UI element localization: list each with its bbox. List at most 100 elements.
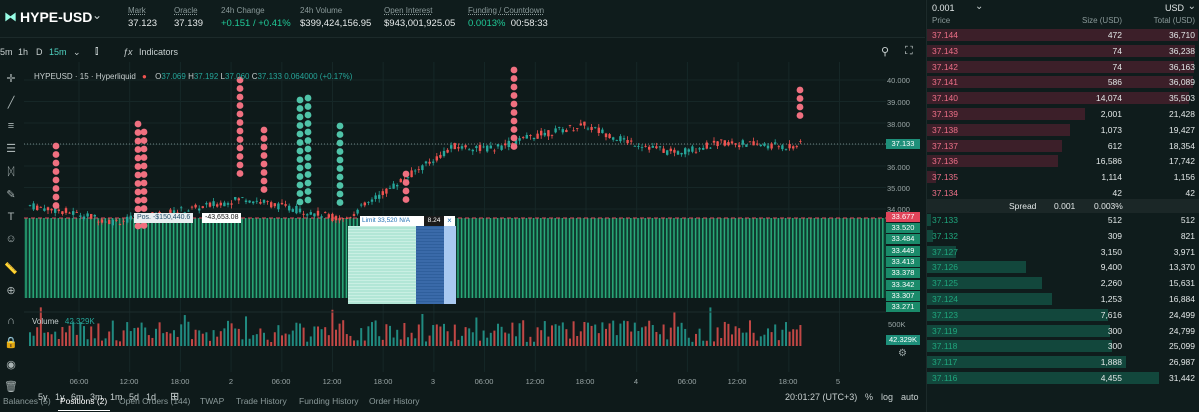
calendar-icon[interactable]: ⊞: [170, 391, 180, 403]
sell-trade-marker: [134, 205, 142, 213]
tick-size-select[interactable]: 0.001: [932, 3, 955, 13]
market-symbol[interactable]: HYPE-USD: [20, 9, 93, 25]
ladder-price-tag: 33.342: [886, 279, 920, 290]
chevron-down-icon[interactable]: ⌄: [73, 47, 81, 57]
candle-body: [360, 204, 363, 206]
bid-row[interactable]: 37.126 9,400 13,370: [927, 260, 1199, 274]
ask-row[interactable]: 37.140 14,074 35,503: [927, 91, 1199, 105]
position-value[interactable]: -43,653.08: [202, 213, 242, 223]
bid-row[interactable]: 37.118 300 25,099: [927, 339, 1199, 353]
range-5y[interactable]: 5y: [38, 392, 48, 402]
ask-row[interactable]: 37.138 1,073 19,427: [927, 123, 1199, 137]
price-tick: 39.000: [887, 98, 910, 107]
limit-order-label[interactable]: Limit 33,520 N/A: [360, 216, 424, 226]
magnet-icon[interactable]: ∩: [7, 315, 15, 327]
bid-total: 821: [1180, 230, 1195, 241]
range-1m[interactable]: 1m: [110, 392, 123, 402]
candle-body: [720, 139, 723, 141]
sell-trade-marker: [260, 143, 268, 151]
ask-row[interactable]: 37.135 1,114 1,156: [927, 170, 1199, 184]
price-scale[interactable]: 40.00039.00038.00037.00036.00035.00034.0…: [886, 62, 922, 392]
pattern-icon[interactable]: ᛞ: [7, 166, 15, 178]
chevron-down-icon[interactable]: ⌄: [92, 8, 103, 22]
price-chart[interactable]: 06:00 12:00 18:00 2 06:00 12:00 18:00 3 06:00 12:…: [24, 62, 886, 392]
range-1d[interactable]: 1d: [146, 392, 157, 402]
trash-icon[interactable]: 🗑: [4, 381, 18, 393]
chevron-down-icon[interactable]: ⌄: [1187, 1, 1196, 12]
trend-line-icon[interactable]: ╱: [7, 97, 15, 109]
bid-row[interactable]: 37.125 2,260 15,631: [927, 276, 1199, 290]
candle-body: [468, 149, 471, 151]
tab-funding-history[interactable]: Funding History: [299, 396, 359, 406]
candle-body: [32, 203, 35, 210]
eye-icon[interactable]: ◉: [6, 359, 16, 371]
sell-trade-marker: [134, 154, 142, 162]
bid-row[interactable]: 37.127 3,150 3,971: [927, 245, 1199, 259]
position-label[interactable]: Pos. -$150,440.6: [134, 213, 194, 223]
auto-toggle[interactable]: auto: [901, 392, 919, 402]
ruler-icon[interactable]: 📏: [4, 263, 18, 275]
range-5d[interactable]: 5d: [129, 392, 140, 402]
currency-select[interactable]: USD: [1164, 3, 1184, 13]
candle-type-icon[interactable]: ⫾: [95, 45, 99, 57]
zoom-icon[interactable]: ⊕: [6, 285, 16, 297]
ask-row[interactable]: 37.139 2,001 21,428: [927, 107, 1199, 121]
ask-row[interactable]: 37.137 612 18,354: [927, 139, 1199, 153]
tab-positions[interactable]: Positions (2): [60, 396, 108, 406]
indicators-icon[interactable]: ƒx: [123, 47, 133, 57]
magnifier-icon[interactable]: ⚲: [881, 46, 890, 58]
bid-row[interactable]: 37.119 300 24,799: [927, 324, 1199, 338]
ask-row[interactable]: 37.144 472 36,710: [927, 28, 1199, 42]
tab-open-orders[interactable]: Open Orders (144): [119, 396, 191, 406]
range-3m[interactable]: 3m: [90, 392, 103, 402]
bid-row[interactable]: 37.132 309 821: [927, 229, 1199, 243]
lock-icon[interactable]: 🔒: [4, 337, 18, 349]
timeframe-d[interactable]: D: [36, 47, 43, 57]
fullscreen-icon[interactable]: ⛶: [905, 45, 913, 57]
bid-row[interactable]: 37.133 512 512: [927, 213, 1199, 227]
sell-trade-marker: [510, 143, 518, 150]
bid-row[interactable]: 37.124 1,253 16,884: [927, 292, 1199, 306]
indicators-button[interactable]: Indicators: [139, 47, 179, 57]
percent-toggle[interactable]: %: [865, 392, 874, 402]
bid-row[interactable]: 37.123 7,616 24,499: [927, 308, 1199, 322]
ask-row[interactable]: 37.141 586 36,089: [927, 75, 1199, 89]
candle-body: [324, 212, 327, 213]
timeframe-15m[interactable]: 15m: [49, 47, 67, 57]
tab-twap[interactable]: TWAP: [200, 396, 225, 406]
range-1y[interactable]: 1y: [55, 392, 65, 402]
brush-icon[interactable]: ✎: [6, 189, 16, 201]
timeframe-5m[interactable]: 5m: [0, 47, 13, 57]
tab-balances[interactable]: Balances (5): [3, 396, 51, 406]
tab-trade-history[interactable]: Trade History: [236, 396, 287, 406]
time-tick: 18:00: [779, 377, 798, 386]
ask-row[interactable]: 37.134 42 42: [927, 186, 1199, 200]
ask-row[interactable]: 37.142 74 36,163: [927, 60, 1199, 74]
close-icon[interactable]: ×: [444, 216, 455, 226]
chart-canvas[interactable]: 06:00 12:00 18:00 2 06:00 12:00 18:00 3 06:00 12:…: [24, 62, 886, 392]
range-6m[interactable]: 6m: [71, 392, 84, 402]
limit-order-qty[interactable]: 8.24: [424, 216, 444, 226]
timeframe-1h[interactable]: 1h: [18, 47, 29, 57]
buy-trade-marker: [296, 181, 304, 189]
fib-icon[interactable]: ☰: [6, 143, 16, 155]
ask-total: 19,427: [1169, 124, 1195, 135]
emoji-icon[interactable]: ☺: [5, 233, 17, 245]
candle-body: [237, 198, 240, 201]
log-toggle[interactable]: log: [881, 392, 894, 402]
bid-row[interactable]: 37.116 4,455 31,442: [927, 371, 1199, 385]
settings-gear-icon[interactable]: ⚙: [898, 348, 907, 359]
ask-row[interactable]: 37.143 74 36,238: [927, 44, 1199, 58]
volume-bar: [291, 330, 294, 346]
chevron-down-icon[interactable]: ⌄: [975, 1, 984, 12]
bid-price: 37.132: [932, 230, 958, 241]
tab-order-history[interactable]: Order History: [369, 396, 420, 406]
volume-bar: [407, 337, 409, 346]
text-icon[interactable]: T: [7, 211, 15, 223]
crosshair-icon[interactable]: ✛: [6, 73, 16, 85]
ask-row[interactable]: 37.136 16,586 17,742: [927, 154, 1199, 168]
horizontal-lines-icon[interactable]: ≡: [7, 120, 15, 132]
bid-row[interactable]: 37.117 1,888 26,987: [927, 355, 1199, 369]
candle-body: [219, 202, 222, 206]
candle-body: [298, 208, 302, 213]
